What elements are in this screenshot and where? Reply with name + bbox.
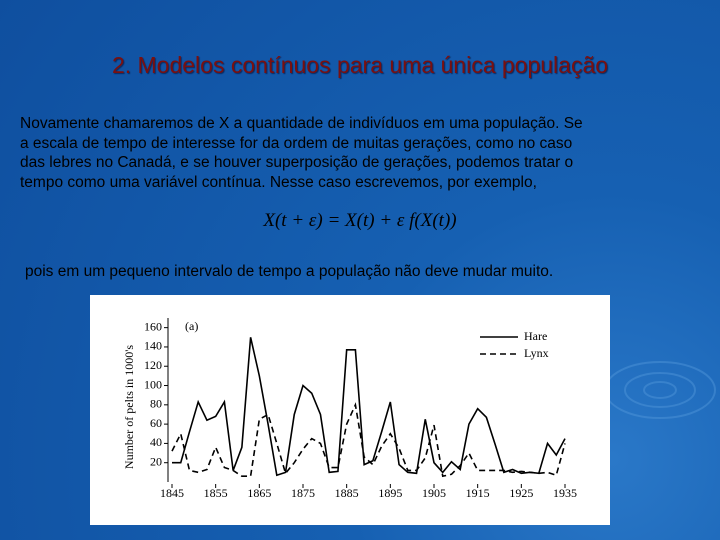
x-tick-label: 1905 xyxy=(422,486,446,500)
series-line xyxy=(171,402,566,478)
chart: (a) Number of pelts in 1000's 20 40 60 80 10… xyxy=(122,318,577,500)
y-tick-label: 40 xyxy=(150,435,162,449)
x-tick-label: 1875 xyxy=(291,486,315,500)
paragraph-line: das lebres no Canadá, e se houver superp… xyxy=(20,154,574,171)
y-tick-label: 80 xyxy=(150,397,162,411)
x-tick-label: 1895 xyxy=(378,486,402,500)
paragraph-line: tempo como uma variável contínua. Nesse … xyxy=(20,173,537,191)
paragraph: Novamente chamaremos de X a quantidade d… xyxy=(20,114,710,192)
panel-label: (a) xyxy=(185,319,198,333)
x-tick-label: 1865 xyxy=(247,486,271,500)
x-tick-label: 1855 xyxy=(204,486,228,500)
series-line xyxy=(172,337,566,477)
paragraph-line: Novamente chamaremos de X a quantidade d… xyxy=(20,115,583,132)
y-tick-label: 160 xyxy=(144,319,162,333)
y-tick-label: 100 xyxy=(144,377,162,391)
paragraph-line: a escala de tempo de interesse for da or… xyxy=(20,134,573,152)
x-tick-label: 1935 xyxy=(553,486,577,500)
y-tick-label: 140 xyxy=(144,339,162,353)
x-tick-label: 1925 xyxy=(509,486,533,500)
x-tick-label: 1845 xyxy=(160,486,184,500)
figure: (a) Number of pelts in 1000's 20 40 60 80 10… xyxy=(90,295,610,525)
y-tick-label: 120 xyxy=(144,358,162,372)
y-tick-label: 20 xyxy=(150,454,162,468)
conclusion: pois em um pequeno intervalo de tempo a … xyxy=(25,263,554,280)
legend-label: Lynx xyxy=(524,346,549,360)
x-tick-label: 1915 xyxy=(466,486,490,500)
y-tick-label: 60 xyxy=(150,416,162,430)
x-tick-label: 1885 xyxy=(335,486,359,500)
formula: X(t + ε) = X(t) + ε f(X(t)) xyxy=(263,210,457,231)
legend-label: Hare xyxy=(524,329,547,343)
slide-title: 2. Modelos contínuos para uma única popu… xyxy=(111,52,609,78)
y-axis-label: Number of pelts in 1000's xyxy=(122,345,136,469)
